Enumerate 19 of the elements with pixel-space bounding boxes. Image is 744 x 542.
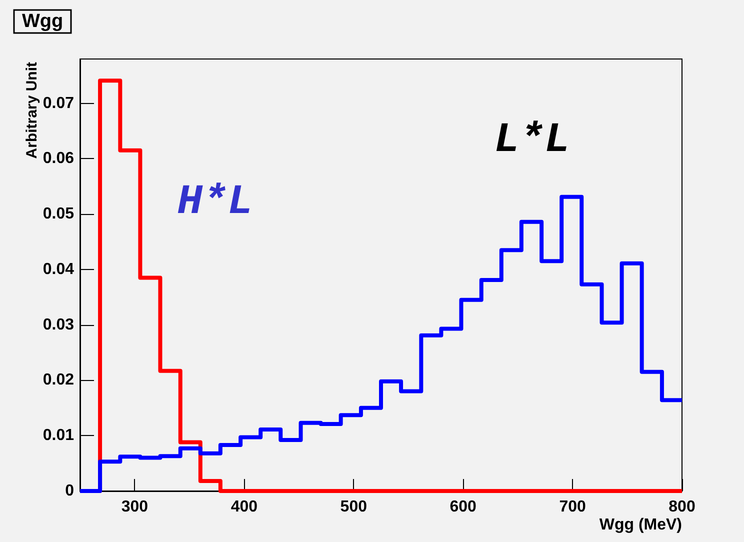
x-tick-label: 800 (668, 498, 696, 516)
y-tick-label: 0.04 (42, 260, 74, 278)
y-tick-label: 0.01 (42, 427, 74, 444)
chart-title: Wgg (22, 11, 64, 32)
y-axis-title: Arbitrary Unit (24, 62, 40, 159)
y-tick-label: 0 (65, 482, 74, 500)
y-tick-label: 0.02 (42, 372, 74, 389)
x-axis-title: Wgg (MeV) (599, 516, 682, 534)
y-tick-label: 0.07 (42, 94, 74, 112)
y-tick-label: 0.03 (42, 316, 74, 334)
x-tick-label: 400 (230, 498, 258, 516)
annotation: L*L (494, 116, 570, 164)
y-tick-label: 0.06 (42, 150, 74, 168)
x-tick-label: 300 (121, 498, 148, 516)
x-tick-label: 700 (559, 498, 586, 516)
x-tick-label: 600 (450, 498, 477, 516)
y-tick-label: 0.05 (42, 206, 74, 223)
x-tick-label: 500 (340, 498, 368, 516)
annotation: H*L (177, 178, 253, 226)
